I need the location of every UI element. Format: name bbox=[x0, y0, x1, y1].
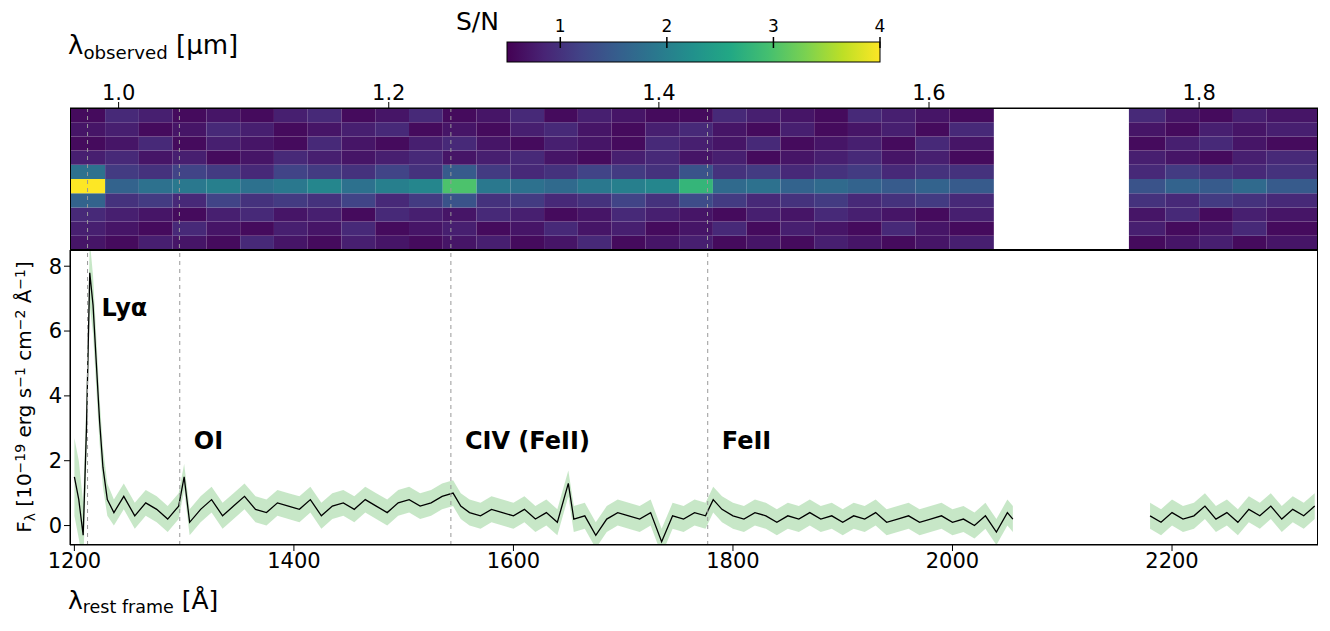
svg-text:4: 4 bbox=[49, 384, 62, 408]
svg-text:1.8: 1.8 bbox=[1182, 81, 1215, 105]
html-text:−2: −2 bbox=[12, 309, 29, 331]
html-text:−1: −1 bbox=[12, 269, 29, 290]
html-text:λ: λ bbox=[21, 513, 38, 522]
svg-text:Lyα: Lyα bbox=[102, 294, 148, 322]
svg-text:4: 4 bbox=[875, 16, 886, 36]
html-text:−19: −19 bbox=[12, 443, 29, 474]
html-text:Å: Å bbox=[12, 289, 37, 310]
svg-text:CIV (FeII): CIV (FeII) bbox=[465, 427, 590, 455]
html-text:[10: [10 bbox=[12, 473, 37, 513]
svg-text:3: 3 bbox=[768, 16, 779, 36]
svg-text:1800: 1800 bbox=[706, 549, 759, 573]
svg-text:1.0: 1.0 bbox=[102, 81, 135, 105]
svg-text:1.2: 1.2 bbox=[372, 81, 405, 105]
svg-text:S/N: S/N bbox=[456, 7, 499, 36]
html-text:erg s: erg s bbox=[12, 387, 37, 444]
svg-text:8: 8 bbox=[49, 255, 62, 279]
svg-text:FeII: FeII bbox=[722, 427, 772, 455]
svg-text:0: 0 bbox=[49, 514, 62, 538]
svg-text:1600: 1600 bbox=[487, 549, 540, 573]
svg-text:1.6: 1.6 bbox=[912, 81, 945, 105]
svg-text:OI: OI bbox=[194, 427, 223, 455]
svg-text:2200: 2200 bbox=[1145, 549, 1198, 573]
svg-text:6: 6 bbox=[49, 319, 62, 343]
svg-text:1200: 1200 bbox=[48, 549, 101, 573]
html-text:cm: cm bbox=[12, 330, 37, 368]
html-text:F: F bbox=[12, 521, 37, 533]
html-text:−1: −1 bbox=[12, 367, 29, 388]
svg-text:2: 2 bbox=[49, 449, 62, 473]
svg-text:1400: 1400 bbox=[267, 549, 320, 573]
html-text:λobserved[μm]: λobserved[μm] bbox=[68, 30, 239, 63]
svg-text:1: 1 bbox=[555, 16, 566, 36]
svg-text:2: 2 bbox=[661, 16, 672, 36]
svg-text:2000: 2000 bbox=[926, 549, 979, 573]
html-text:λrest frame[Å]: λrest frame[Å] bbox=[68, 586, 219, 618]
svg-text:1.4: 1.4 bbox=[642, 81, 675, 105]
